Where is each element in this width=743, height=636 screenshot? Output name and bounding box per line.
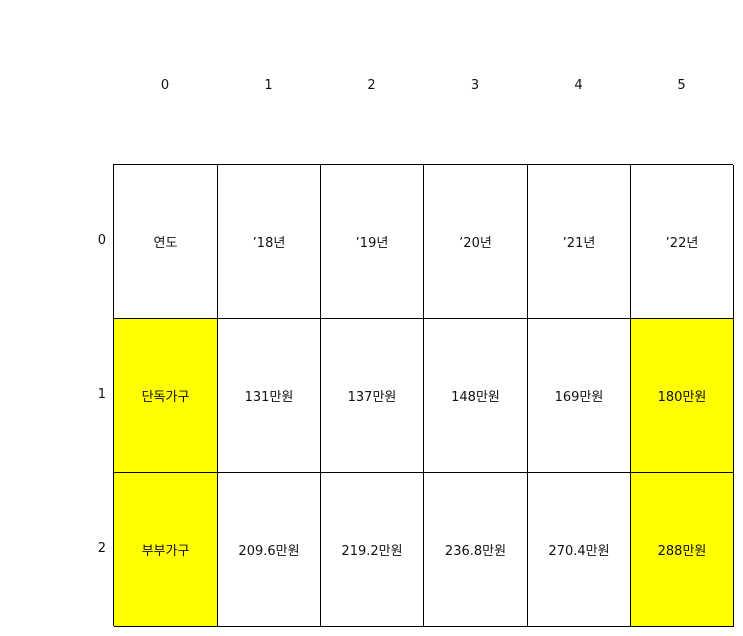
- row-header-0: 0: [97, 233, 106, 248]
- table-cell-r2-c0: 부부가구: [114, 473, 218, 627]
- column-header-5: 5: [677, 78, 686, 93]
- table-cell-r2-c2: 219.2만원: [321, 473, 424, 627]
- table-cell-r0-c3: ’20년: [424, 165, 528, 319]
- column-header-4: 4: [574, 78, 583, 93]
- table-cell-r2-c1: 209.6만원: [218, 473, 321, 627]
- column-header-1: 1: [264, 78, 273, 93]
- table-cell-r2-c3: 236.8만원: [424, 473, 528, 627]
- table-cell-r0-c1: ’18년: [218, 165, 321, 319]
- row-header-2: 2: [97, 541, 106, 556]
- table-cell-r1-c3: 148만원: [424, 319, 528, 473]
- table-cell-r1-c4: 169만원: [528, 319, 631, 473]
- table-cell-r2-c5: 288만원: [631, 473, 734, 627]
- table-cell-r0-c5: ’22년: [631, 165, 734, 319]
- column-header-2: 2: [367, 78, 376, 93]
- table-cell-r2-c4: 270.4만원: [528, 473, 631, 627]
- table-cell-r1-c0: 단독가구: [114, 319, 218, 473]
- table-cell-r0-c0: 연도: [114, 165, 218, 319]
- column-header-3: 3: [470, 78, 480, 93]
- table-cell-r1-c5: 180만원: [631, 319, 734, 473]
- table-cell-r0-c4: ’21년: [528, 165, 631, 319]
- table-cell-r1-c2: 137만원: [321, 319, 424, 473]
- table-cell-r0-c2: ’19년: [321, 165, 424, 319]
- row-header-1: 1: [97, 387, 106, 402]
- table-cell-r1-c1: 131만원: [218, 319, 321, 473]
- column-header-0: 0: [160, 78, 170, 93]
